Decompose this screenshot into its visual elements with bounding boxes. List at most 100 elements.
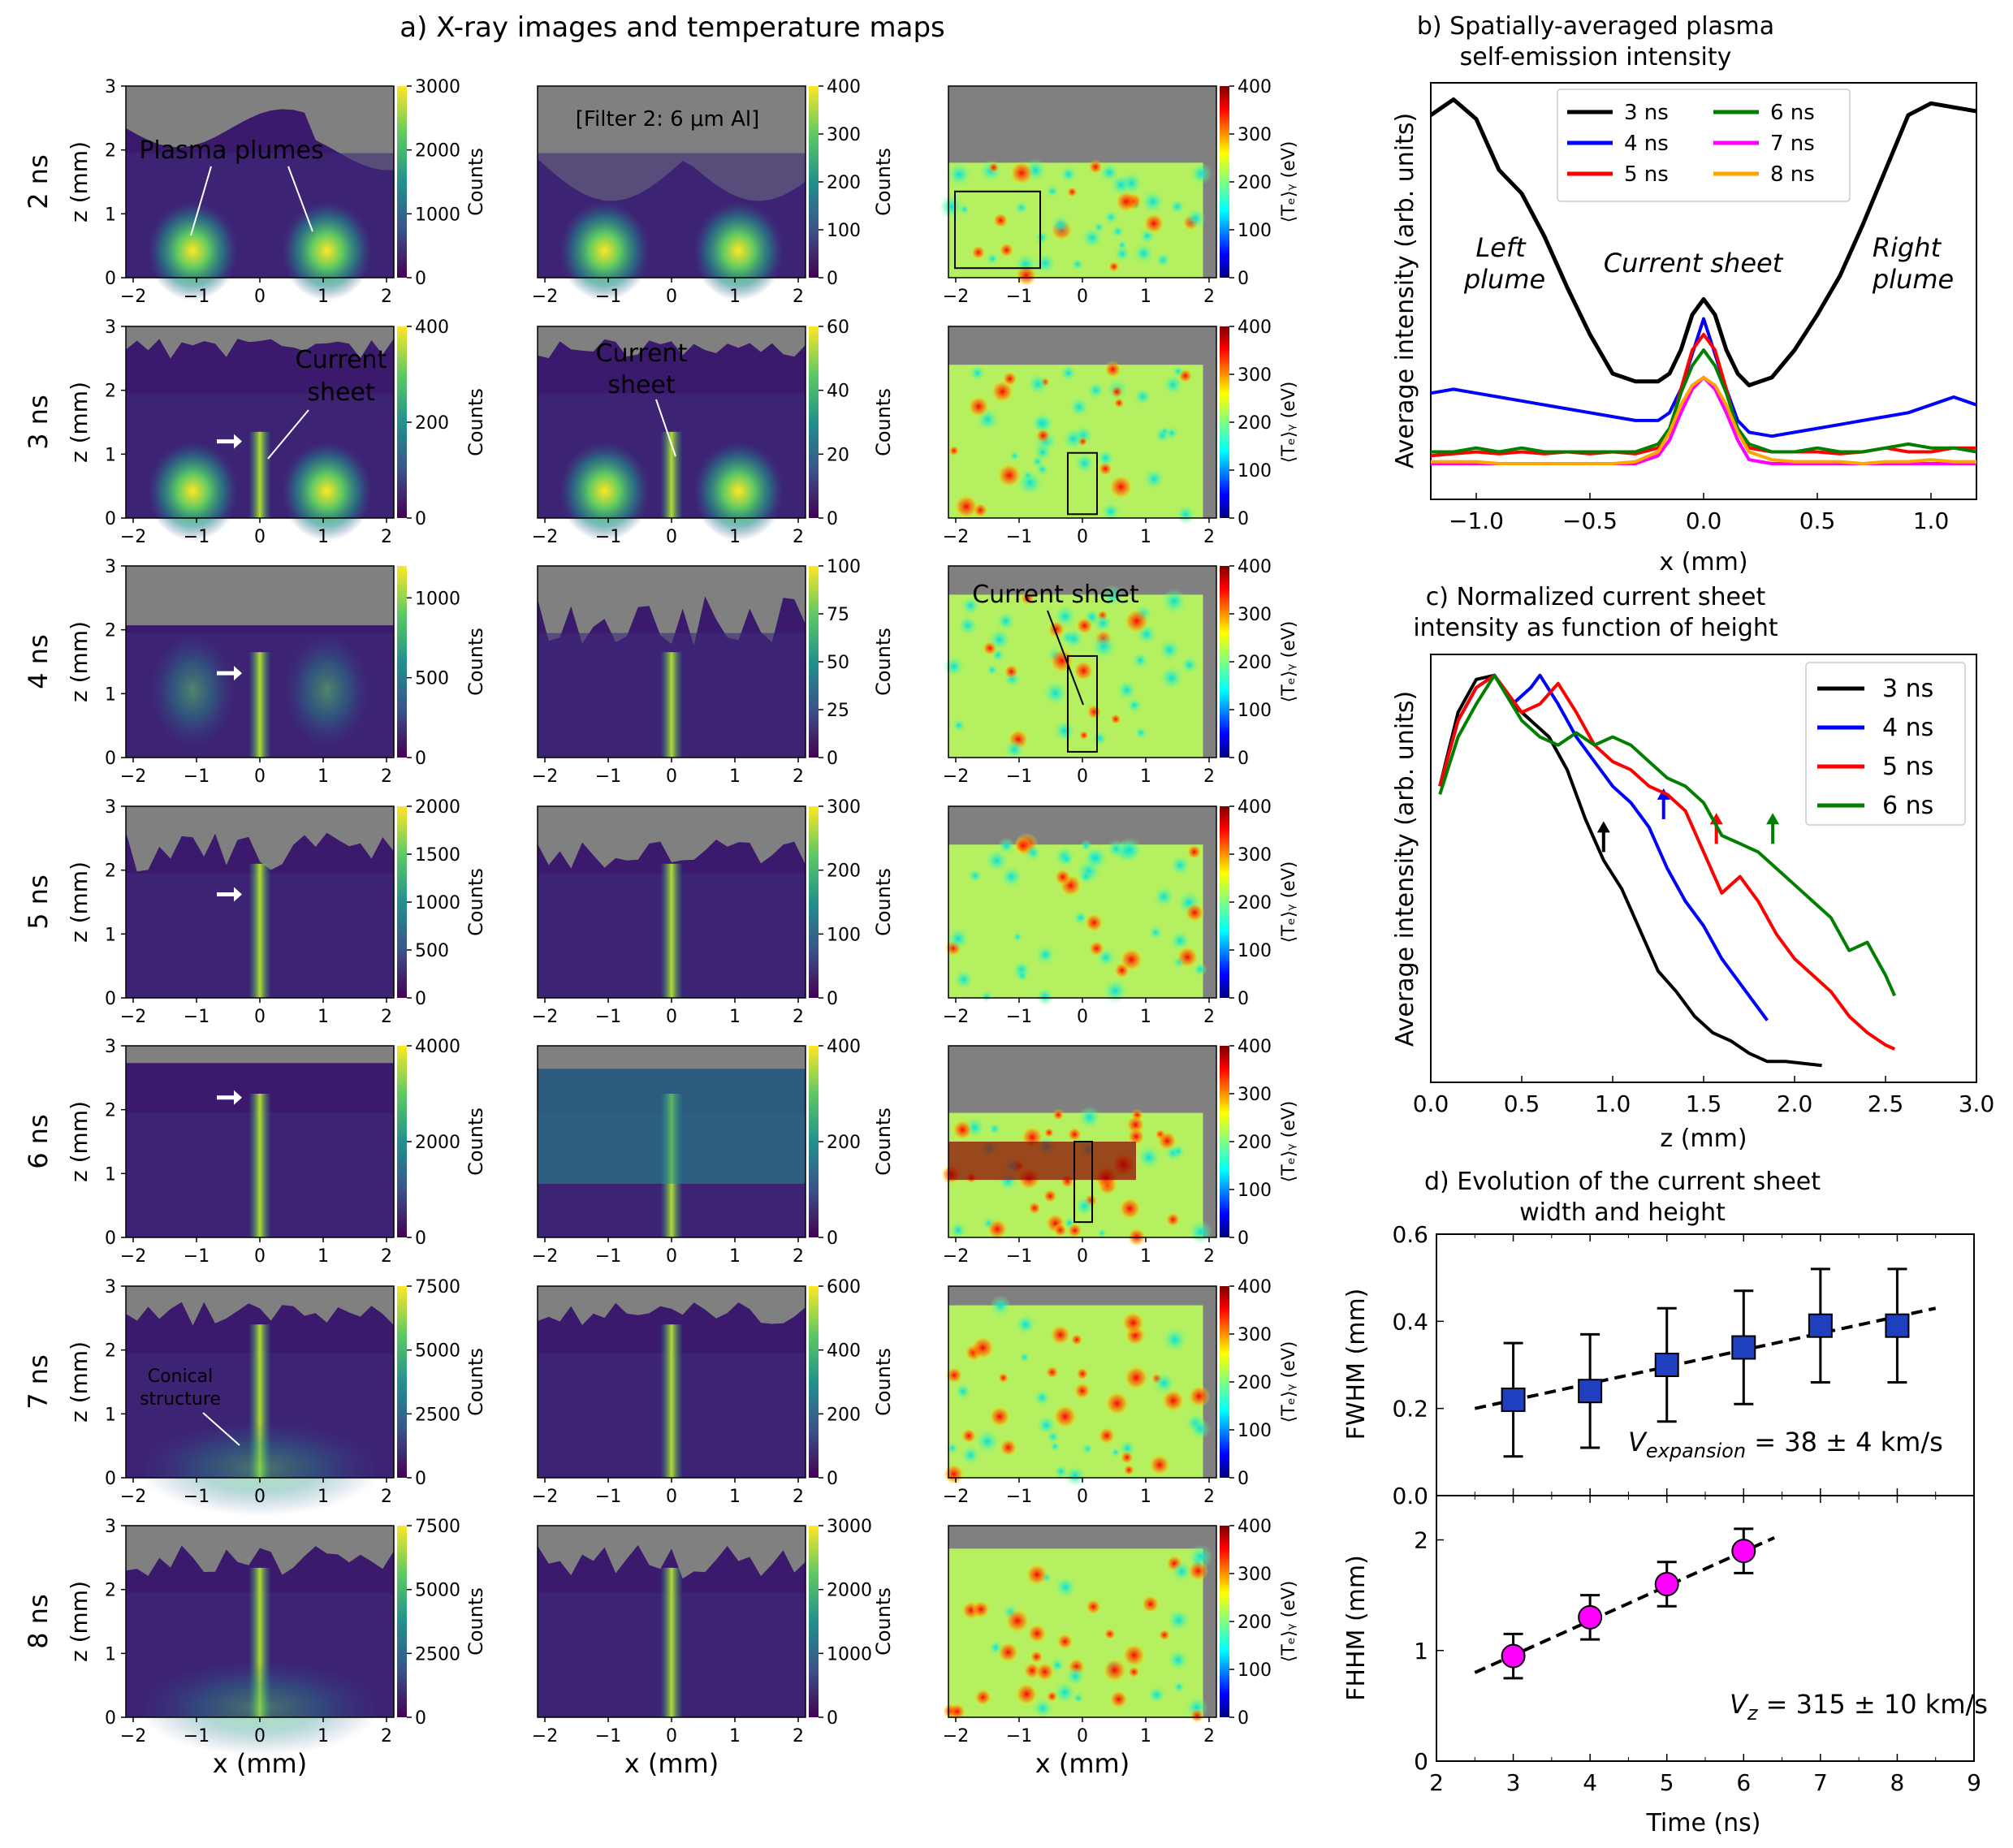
x-tick-label: −2 — [532, 527, 558, 547]
row-label: 5 ns — [23, 874, 54, 929]
current-sheet-glow — [660, 863, 683, 998]
cbar-tick-label: 2500 — [415, 1644, 460, 1664]
temp-blob — [949, 1221, 967, 1240]
vz-sub: z — [1747, 1702, 1759, 1725]
pointer-line — [655, 399, 676, 457]
temp-blob — [1121, 1310, 1145, 1335]
temp-blob — [987, 162, 1000, 174]
temp-blob — [1127, 1665, 1140, 1678]
x-tick-label: −1 — [595, 1007, 621, 1027]
colorbar — [809, 1526, 819, 1717]
legend-label: 4 ns — [1624, 132, 1669, 156]
temp-blob — [1109, 173, 1133, 196]
cbar-tick-label: 25 — [827, 701, 849, 721]
fhhm-point — [1731, 1539, 1756, 1564]
cbar-label: ⟨Tₑ⟩ᵧ (eV) — [1279, 1101, 1299, 1183]
temp-blob — [1110, 385, 1124, 399]
height-arrow-head — [1766, 813, 1780, 825]
temp-blob — [948, 445, 960, 456]
x-tick-label: −2 — [120, 1487, 146, 1507]
temp-blob — [999, 242, 1014, 258]
temp-blob — [1102, 1657, 1128, 1683]
temp-blob — [989, 1295, 1012, 1317]
x-tick-label: −2 — [120, 527, 146, 547]
row-label: 3 ns — [23, 395, 54, 449]
x-tick-label: 0 — [254, 766, 266, 787]
z-axis-label: z (mm) — [66, 141, 93, 222]
cbar-tick-label: 40 — [827, 382, 849, 402]
cbar-label: Counts — [464, 1348, 487, 1416]
temp-blob — [1133, 243, 1154, 264]
analysis-box — [1067, 654, 1098, 753]
z-axis-label: z (mm) — [66, 861, 93, 943]
temp-blob — [1161, 588, 1187, 615]
cbar-tick-label: 100 — [1238, 221, 1272, 241]
colorbar — [397, 1286, 407, 1478]
x-tick-label: −1 — [1006, 287, 1032, 307]
cbar-tick-label: 0 — [827, 269, 838, 289]
current-sheet-label: Current sheet — [1604, 248, 1784, 278]
fit-line — [1474, 1306, 1937, 1410]
row-label: 7 ns — [23, 1354, 54, 1409]
cbar-label: Counts — [872, 868, 895, 936]
colorbar — [809, 1286, 819, 1478]
temp-blob — [1073, 1692, 1084, 1704]
temp-blob — [974, 1688, 992, 1707]
left-plume-blob — [559, 441, 650, 542]
temp-blob — [1101, 584, 1124, 607]
temp-blob — [1096, 1228, 1108, 1238]
temp-blob — [1067, 1222, 1083, 1238]
legend-label: 8 ns — [1770, 162, 1815, 187]
temp-blob — [1165, 1212, 1181, 1228]
temp-blob — [1155, 252, 1171, 268]
x-tick-label: 0.0 — [1686, 507, 1722, 534]
cbar-tick-label: 300 — [1238, 125, 1272, 145]
temp-blob — [1137, 1145, 1161, 1169]
x-tick-label: 2 — [381, 1726, 392, 1747]
conical-label: Conical — [148, 1367, 214, 1387]
cbar-tick-label: 0 — [415, 269, 426, 289]
colorbar — [1220, 86, 1229, 278]
x-tick-label: 1.0 — [1913, 507, 1950, 534]
x-tick-label: 2 — [1203, 1487, 1215, 1507]
x-tick-label: 1 — [318, 1246, 329, 1267]
temp-blob — [1173, 1681, 1186, 1694]
temp-blob — [1134, 387, 1152, 406]
temp-blob — [984, 848, 1009, 873]
x-tick-label: 2 — [1203, 287, 1215, 307]
panel-c-title-2: intensity as function of height — [1413, 614, 1778, 642]
temp-blob — [996, 611, 1016, 631]
x-tick-label: −1 — [1006, 527, 1032, 547]
x-tick-label: −2 — [943, 287, 969, 307]
temp-blob — [1187, 1560, 1209, 1582]
z-tick-label: 3 — [105, 1517, 116, 1537]
temp-blob — [1018, 1351, 1030, 1363]
cbar-tick-label: 0 — [1238, 1228, 1249, 1249]
x-tick-label: −2 — [532, 766, 558, 787]
image-r5-c0: 0 2500 5000 7500 Counts −2 −1 0 1 2 0 1 2 3 z (mm) — [66, 1277, 487, 1517]
cbar-tick-label: 7500 — [415, 1277, 460, 1297]
temp-blob — [1052, 1108, 1065, 1121]
x-tick-label: 2 — [793, 1726, 804, 1747]
cbar-tick-label: 2000 — [415, 141, 460, 162]
cbar-tick-label: 2000 — [415, 797, 460, 818]
x-tick-label: 1.0 — [1595, 1090, 1631, 1117]
image-r4-c0: 0 2000 4000 Counts −2 −1 0 1 2 0 1 2 3 z (mm) — [66, 1037, 487, 1267]
x-tick-label: 1 — [1140, 1487, 1151, 1507]
temp-blob — [1121, 1643, 1147, 1668]
colorbar — [1220, 806, 1229, 998]
x-tick-label: 8 — [1890, 1769, 1905, 1796]
temp-blob — [1148, 1453, 1171, 1476]
temp-blob — [1000, 866, 1023, 888]
image-r3-c2: 0 100 200 300 400 ⟨Tₑ⟩ᵧ (eV) −2 −1 0 1 2 — [943, 797, 1299, 1027]
temp-blob — [1035, 428, 1052, 443]
x-tick-label: −2 — [532, 287, 558, 307]
x-axis-label: x (mm) — [624, 1748, 719, 1779]
cbar-label: ⟨Tₑ⟩ᵧ (eV) — [1279, 1581, 1299, 1663]
temp-blob — [1108, 474, 1134, 499]
x-tick-label: −1 — [595, 1487, 621, 1507]
cbar-tick-label: 300 — [1238, 845, 1272, 866]
x-tick-label: 0 — [254, 1007, 266, 1027]
cbar-tick-label: 0 — [1238, 749, 1249, 769]
temp-blob — [988, 1640, 1004, 1655]
